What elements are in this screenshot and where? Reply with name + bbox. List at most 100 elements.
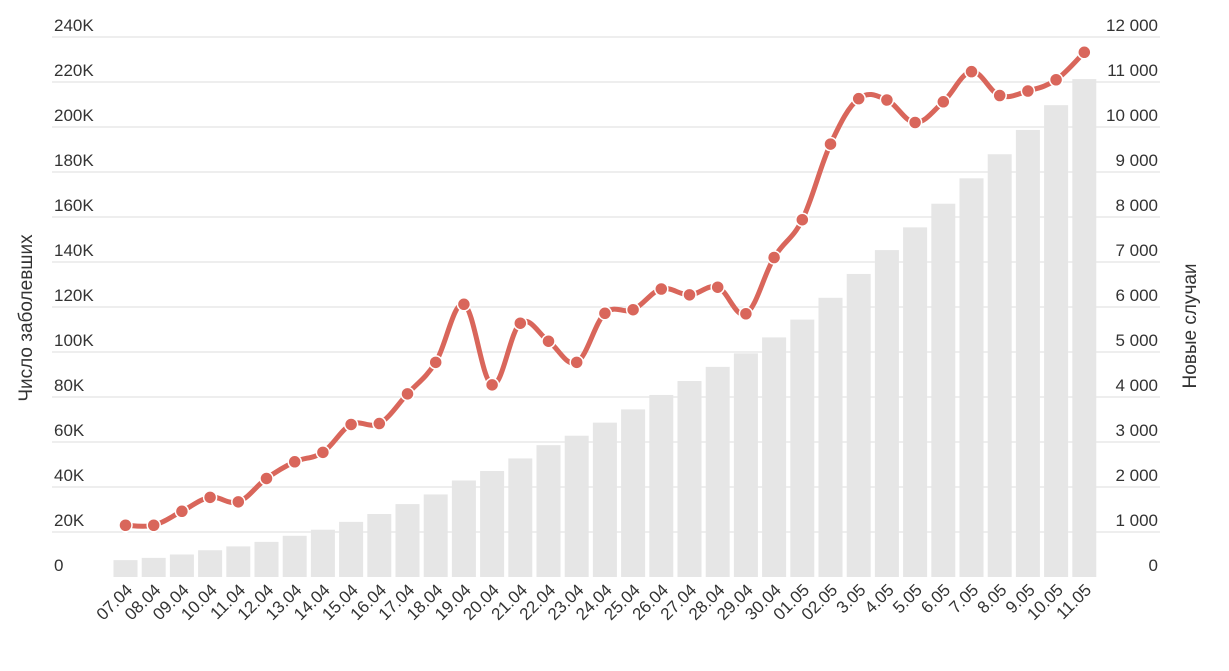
left-tick-label: 0 (54, 556, 63, 575)
bar (874, 250, 899, 577)
left-tick-label: 140K (54, 241, 94, 260)
bar (282, 535, 307, 577)
left-tick-label: 60K (54, 421, 85, 440)
line-point (766, 250, 782, 265)
line-point (146, 518, 161, 533)
left-axis-title: Число заболевших (16, 234, 37, 402)
bar (818, 297, 843, 577)
right-tick-label: 6 000 (1115, 286, 1158, 305)
line-point (738, 306, 754, 321)
bar (733, 353, 758, 577)
line-point (710, 279, 725, 295)
left-tick-label: 120K (54, 286, 94, 305)
line-point (851, 91, 866, 106)
line-point (315, 445, 331, 460)
left-axis-ticks: 0 20K 40K 60K 80K 100K 120K 140K 160K 180K 200K 220… (54, 16, 94, 575)
right-tick-label: 8 000 (1115, 196, 1158, 215)
right-tick-label: 2 000 (1115, 466, 1158, 485)
bar (339, 521, 364, 577)
x-tick-label: 3.05 (833, 580, 870, 617)
line-point (259, 471, 274, 486)
bar (423, 494, 448, 577)
bar (649, 394, 674, 577)
line-point (484, 377, 500, 393)
bar (846, 273, 871, 577)
bar (592, 422, 617, 577)
line-point (513, 315, 528, 331)
bar (508, 458, 533, 577)
line-point (907, 115, 923, 130)
line-point (569, 355, 584, 370)
line-point (343, 417, 359, 432)
right-axis-title: Новые случаи (1180, 263, 1201, 388)
left-tick-label: 220K (54, 61, 94, 80)
line-point (1020, 83, 1036, 99)
line-point (118, 518, 133, 533)
bar (141, 557, 166, 577)
right-tick-label: 7 000 (1115, 241, 1158, 260)
bar (254, 541, 279, 577)
left-tick-label: 200K (54, 106, 94, 125)
x-tick-label: 6.05 (917, 580, 954, 617)
bar (931, 203, 956, 577)
right-tick-label: 12 000 (1106, 16, 1158, 35)
bar (790, 319, 815, 577)
line-point (174, 504, 190, 519)
right-tick-label: 3 000 (1115, 421, 1158, 440)
bar (621, 409, 646, 577)
right-tick-label: 9 000 (1115, 151, 1158, 170)
bar (1072, 79, 1097, 577)
line-point (428, 355, 443, 370)
line-point (541, 333, 556, 349)
bar (480, 471, 505, 577)
line-point (597, 306, 613, 321)
bar (705, 366, 730, 577)
right-tick-label: 5 000 (1115, 331, 1158, 350)
right-axis-ticks: 0 1 000 2 000 3 000 4 000 5 000 6 000 7 000 8 00… (1106, 16, 1158, 575)
right-tick-label: 1 000 (1115, 511, 1158, 530)
line-point (287, 454, 302, 470)
left-tick-label: 20K (54, 511, 85, 530)
bar (677, 381, 702, 577)
bar (903, 227, 928, 577)
right-tick-label: 10 000 (1106, 106, 1158, 125)
line-point (879, 92, 895, 108)
line-point (456, 297, 472, 312)
line-point (1048, 72, 1064, 87)
line-point (964, 64, 979, 79)
line-point (992, 88, 1007, 103)
right-tick-label: 4 000 (1115, 376, 1158, 395)
x-tick-label: 5.05 (889, 580, 926, 617)
line-point (823, 136, 838, 152)
x-tick-label: 8.05 (974, 580, 1011, 617)
bar (762, 337, 787, 577)
line-point (682, 287, 697, 303)
left-tick-label: 40K (54, 466, 85, 485)
bar-series (113, 79, 1097, 578)
bar (1015, 129, 1040, 578)
bar (198, 550, 223, 577)
x-axis-ticks: 07.0408.0409.0410.0411.0412.0413.0414.04… (93, 580, 1095, 624)
line-point (372, 416, 387, 431)
line-point (936, 94, 951, 110)
line-point (625, 302, 641, 317)
left-tick-label: 180K (54, 151, 94, 170)
left-tick-label: 160K (54, 196, 94, 215)
left-tick-label: 80K (54, 376, 85, 395)
bar (451, 480, 476, 577)
bar (536, 445, 561, 577)
left-tick-label: 100K (54, 331, 94, 350)
line-series (118, 45, 1092, 533)
bar (987, 154, 1012, 577)
bar (367, 514, 392, 577)
line-point (400, 386, 415, 402)
bar (310, 529, 335, 577)
x-tick-label: 4.05 (861, 580, 898, 617)
bar (395, 504, 420, 577)
bar (564, 435, 589, 577)
right-tick-label: 11 000 (1107, 61, 1158, 80)
bar (226, 546, 251, 577)
bar (959, 178, 984, 578)
left-tick-label: 240K (54, 16, 94, 35)
